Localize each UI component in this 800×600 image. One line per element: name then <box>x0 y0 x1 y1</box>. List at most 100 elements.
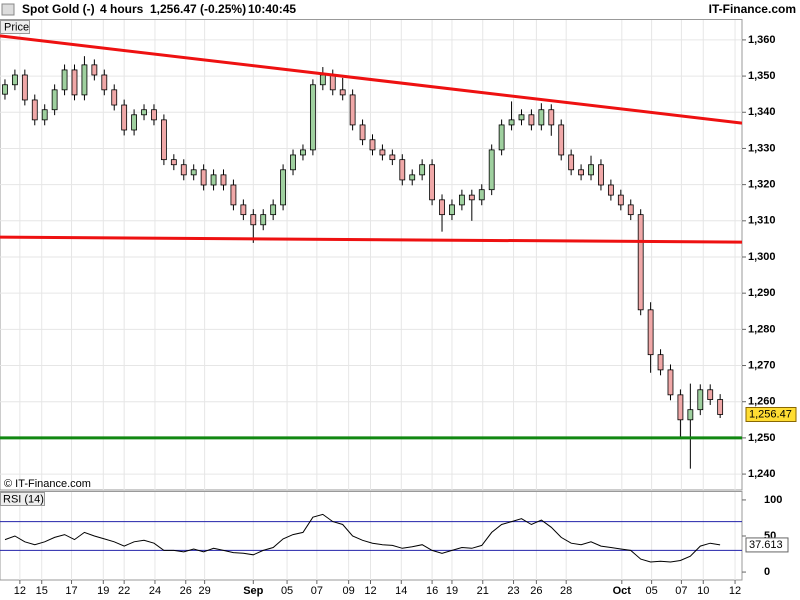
x-tick-label: Oct <box>613 585 632 597</box>
candle-body <box>379 149 386 156</box>
candles <box>2 56 724 469</box>
x-tick-label: 14 <box>395 585 407 597</box>
candle-body <box>200 169 207 186</box>
candle-body <box>190 169 197 176</box>
y-tick-label: 1,260 <box>748 396 776 408</box>
candle-body <box>399 159 406 181</box>
rsi-last-box <box>745 537 789 553</box>
candle-body <box>170 159 177 166</box>
candle-body <box>31 99 38 121</box>
last-price-box <box>745 406 797 422</box>
candle-body <box>300 149 306 156</box>
candle-body <box>409 174 416 181</box>
candle-body <box>160 119 167 161</box>
x-tick-label: 09 <box>343 585 355 597</box>
time: 10:40:45 <box>248 2 296 16</box>
rsi-tick-label: 100 <box>764 494 782 506</box>
candle-body <box>508 119 515 126</box>
rsi-label: RSI (14) <box>3 493 44 505</box>
y-tick-label: 1,360 <box>748 34 776 46</box>
candle-body <box>518 114 525 121</box>
y-tick-label: 1,290 <box>748 287 776 299</box>
candle-body <box>548 109 555 126</box>
rsi-label-box <box>0 492 45 506</box>
candle-body <box>687 409 694 421</box>
candle-body <box>339 89 346 96</box>
y-tick-label: 1,330 <box>748 142 776 154</box>
candle-body <box>260 214 267 226</box>
rsi-tick-label: 0 <box>764 566 770 578</box>
candle-body <box>230 184 237 206</box>
header-bar <box>0 0 800 19</box>
candle-body <box>180 164 187 176</box>
candle-body <box>101 74 108 91</box>
candle-body <box>419 164 426 176</box>
price-label: Price <box>4 21 29 33</box>
x-tick-label: 21 <box>477 585 489 597</box>
candle-body <box>131 114 137 131</box>
last-price-label: 1,256.47 <box>749 408 792 420</box>
y-tick-label: 1,270 <box>748 359 776 371</box>
x-tick-label: 05 <box>281 585 293 597</box>
candle-body <box>329 74 336 91</box>
y-tick-label: 1,340 <box>748 106 776 118</box>
candle-body <box>51 89 58 111</box>
candle-body <box>41 109 48 121</box>
y-tick-label: 1,320 <box>748 179 776 191</box>
candle-body <box>697 389 704 411</box>
x-tick-label: 12 <box>14 585 26 597</box>
candle-body <box>468 194 475 201</box>
candle-body <box>478 189 485 201</box>
candle-body <box>458 194 465 206</box>
x-tick-label: 16 <box>426 585 438 597</box>
candle-body <box>429 164 435 201</box>
y-tick-label: 1,350 <box>748 70 776 82</box>
candle-body <box>91 64 98 76</box>
candle-body <box>11 74 18 86</box>
candle-body <box>598 164 604 186</box>
copyright: © IT-Finance.com <box>4 478 91 490</box>
rsi-last-label: 37.613 <box>749 539 783 551</box>
candle-body <box>141 109 147 116</box>
candle-body <box>568 154 575 171</box>
candle-body <box>270 204 277 216</box>
y-tick-label: 1,310 <box>748 215 776 227</box>
candle-body <box>449 204 455 216</box>
candle-body <box>558 124 565 156</box>
x-tick-label: 12 <box>364 585 376 597</box>
candle-body <box>111 89 118 106</box>
candle-body <box>538 109 545 126</box>
candle-body <box>71 69 78 96</box>
candle-body <box>151 109 157 121</box>
x-tick-label: Sep <box>243 585 263 597</box>
interval: 4 hours <box>100 2 144 16</box>
candle-body <box>637 214 644 311</box>
candle-body <box>717 399 724 415</box>
x-tick-label: 19 <box>97 585 109 597</box>
x-tick-label: 29 <box>198 585 210 597</box>
trend-line <box>0 235 742 244</box>
x-tick-label: 05 <box>645 585 657 597</box>
x-tick-label: 28 <box>560 585 572 597</box>
x-tick-label: 07 <box>311 585 323 597</box>
candle-body <box>677 394 684 421</box>
candle-body <box>349 94 356 126</box>
price-label-box <box>0 20 30 34</box>
candle-body <box>309 84 316 151</box>
rsi-line <box>4 513 721 563</box>
chart-title: Spot Gold (-) <box>22 2 95 16</box>
x-tick-label: 12 <box>729 585 741 597</box>
candle-body <box>607 184 614 196</box>
header-icon <box>1 3 15 16</box>
candle-body <box>61 69 68 91</box>
candle-body <box>707 389 714 400</box>
x-tick-label: 23 <box>507 585 519 597</box>
candle-body <box>121 104 128 131</box>
candle-body <box>240 204 247 216</box>
brand: IT-Finance.com <box>709 2 796 16</box>
candle-body <box>498 124 505 151</box>
x-tick-label: 19 <box>446 585 458 597</box>
candle-body <box>81 64 88 96</box>
